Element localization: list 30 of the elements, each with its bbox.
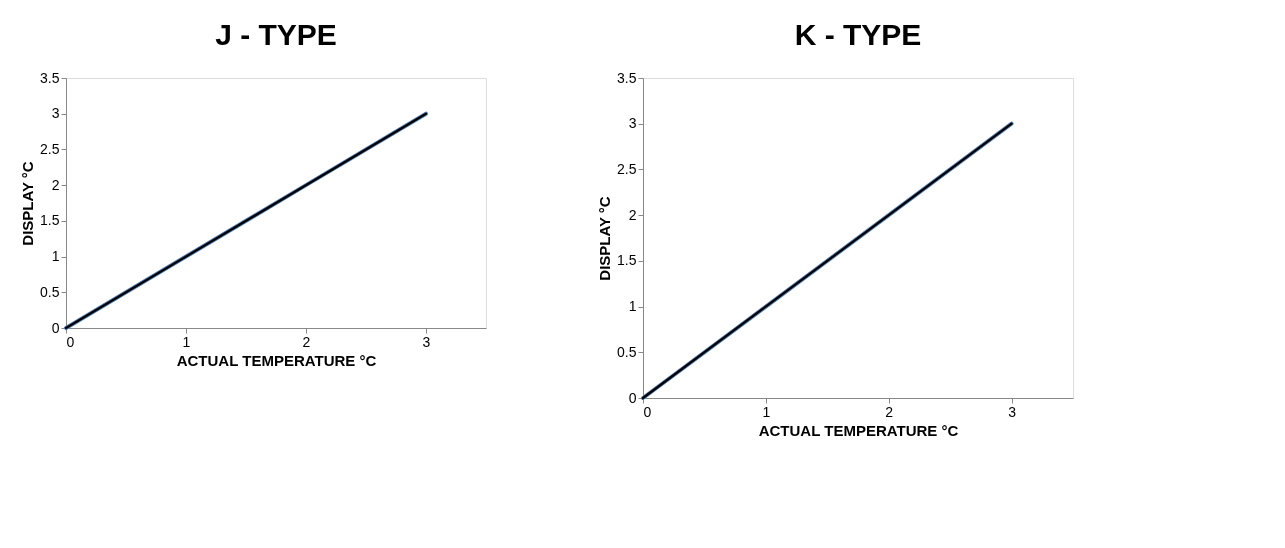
chart-title: K - TYPE (794, 18, 922, 51)
x-tick-label: 3 (422, 333, 431, 350)
y-tick-label: 3 (628, 115, 637, 132)
y-axis-title: DISPLAY °C (596, 196, 614, 281)
y-tick-label: 2 (628, 206, 637, 223)
y-tick-label: 3.5 (40, 69, 60, 86)
y-tick-label: 0 (51, 319, 60, 336)
y-tick-label: 1 (628, 298, 637, 315)
x-tick-label: 0 (643, 403, 652, 420)
x-tick-label: 1 (762, 403, 771, 420)
y-tick-label: 3.5 (617, 69, 637, 86)
x-axis-title: ACTUAL TEMPERATURE °C (176, 351, 377, 369)
y-tick-label: 0.5 (40, 283, 60, 300)
x-tick-label: 2 (302, 333, 311, 350)
y-tick-label: 2.5 (617, 160, 637, 177)
y-tick-label: 0.5 (617, 343, 637, 360)
y-tick-label: 2 (51, 176, 60, 193)
y-tick-label: 3 (51, 105, 60, 122)
x-tick-label: 0 (66, 333, 75, 350)
y-tick-label: 1 (51, 248, 60, 265)
x-tick-label: 2 (885, 403, 894, 420)
y-tick-label: 1.5 (617, 252, 637, 269)
y-tick-label: 1.5 (40, 212, 60, 229)
y-tick-label: 2.5 (40, 140, 60, 157)
x-tick-label: 1 (182, 333, 191, 350)
y-axis-title: DISPLAY °C (19, 161, 37, 246)
x-axis-title: ACTUAL TEMPERATURE °C (758, 421, 959, 439)
chart-title: J - TYPE (215, 18, 337, 51)
x-tick-label: 3 (1008, 403, 1017, 420)
y-tick-label: 0 (628, 389, 637, 406)
